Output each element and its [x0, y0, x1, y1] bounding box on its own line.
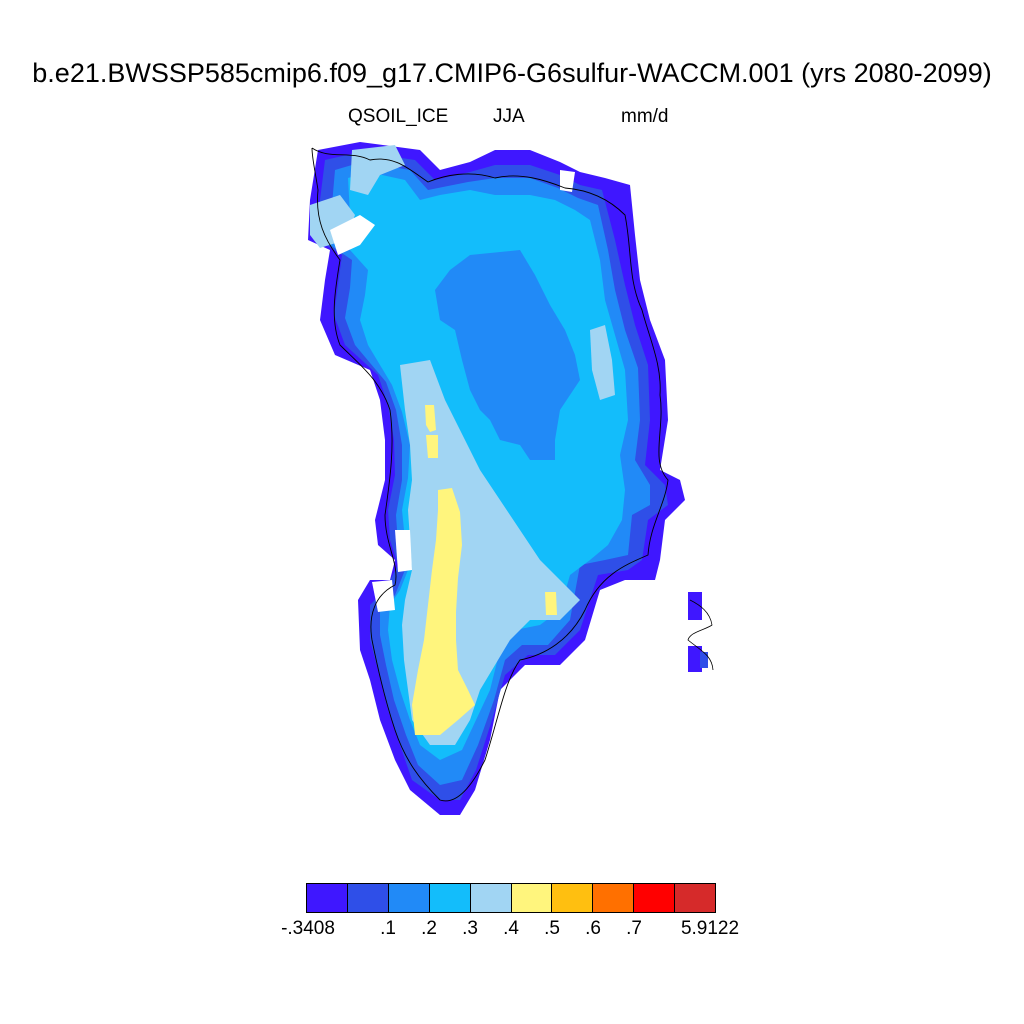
colorbar-label-3: .3 — [462, 918, 478, 939]
colorbar-label-2: .2 — [421, 918, 437, 939]
colorbar-box-6 — [552, 884, 594, 912]
colorbar-box-0 — [307, 884, 348, 912]
colorbar-label-6: .6 — [585, 918, 601, 939]
greenland-map — [308, 142, 714, 815]
colorbar-box-8 — [634, 884, 676, 912]
figure-title: b.e21.BWSSP585cmip6.f09_g17.CMIP6-G6sulf… — [32, 58, 992, 88]
colorbar-box-5 — [511, 884, 553, 912]
map-region-east-pale — [590, 325, 615, 400]
colorbar-box-4 — [470, 884, 512, 912]
map-island-block-3 — [700, 652, 708, 668]
map-region-yellow-patch-1 — [425, 405, 436, 432]
colorbar-label-4: .4 — [503, 918, 519, 939]
colorbar-label-0: -.3408 — [281, 918, 335, 939]
map-gap-4 — [560, 170, 575, 192]
units-label: mm/d — [621, 106, 669, 127]
colorbar-box-3 — [429, 884, 471, 912]
variable-label: QSOIL_ICE — [348, 106, 449, 127]
colorbar-box-9 — [675, 884, 716, 912]
colorbar-box-7 — [593, 884, 635, 912]
coastline-island — [687, 599, 714, 671]
map-gap-1 — [330, 215, 375, 255]
colorbar-label-1: .1 — [380, 918, 396, 939]
map-island-block-2 — [688, 646, 702, 672]
map-region-yellow-patch-3 — [545, 592, 557, 615]
colorbar-label-7: .7 — [626, 918, 642, 939]
season-label: JJA — [493, 106, 525, 127]
colorbar-label-8: 5.9122 — [680, 918, 740, 939]
map-region-yellow-patch-2 — [426, 435, 438, 458]
map-region-core — [435, 250, 580, 460]
map-island-block-1 — [688, 592, 702, 620]
coastline — [311, 147, 669, 802]
colorbar — [306, 883, 716, 913]
map-gap-2 — [395, 530, 412, 572]
map-region-yellow-band — [412, 488, 475, 735]
colorbar-box-1 — [347, 884, 389, 912]
colorbar-label-5: .5 — [544, 918, 560, 939]
colorbar-box-2 — [388, 884, 430, 912]
